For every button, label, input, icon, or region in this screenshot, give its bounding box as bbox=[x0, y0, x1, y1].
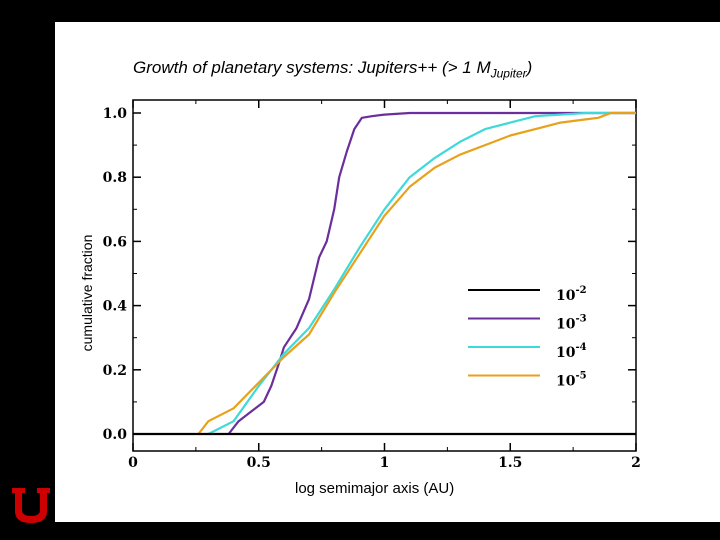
y-tick-label: 0.6 bbox=[103, 234, 127, 250]
x-tick-label: 1 bbox=[380, 455, 390, 471]
x-tick-label: 0.5 bbox=[247, 455, 271, 471]
chart-title: Growth of planetary systems: Jupiters++ … bbox=[133, 58, 533, 81]
series-line-10-5 bbox=[197, 111, 636, 435]
plot-frame bbox=[132, 99, 637, 452]
x-tick-label: 0 bbox=[128, 455, 138, 471]
y-tick-label: 0.2 bbox=[103, 363, 127, 379]
y-tick-label: 1.0 bbox=[103, 106, 128, 122]
x-tick-label: 1.5 bbox=[498, 455, 522, 471]
legend-label-10-5: 10-5 bbox=[556, 371, 587, 390]
y-tick-label: 0.0 bbox=[103, 427, 128, 443]
x-tick-label: 2 bbox=[631, 455, 641, 471]
y-tick-label: 0.8 bbox=[103, 170, 127, 186]
legend-label-10-3: 10-3 bbox=[556, 314, 587, 333]
series-line-10-3 bbox=[227, 111, 636, 435]
legend-label-10-2: 10-2 bbox=[556, 285, 587, 304]
slide-background bbox=[55, 22, 720, 522]
y-tick-label: 0.4 bbox=[103, 299, 128, 315]
university-u-logo bbox=[12, 488, 50, 523]
x-axis-label: log semimajor axis (AU) bbox=[295, 480, 455, 497]
legend-label-10-4: 10-4 bbox=[556, 342, 587, 361]
